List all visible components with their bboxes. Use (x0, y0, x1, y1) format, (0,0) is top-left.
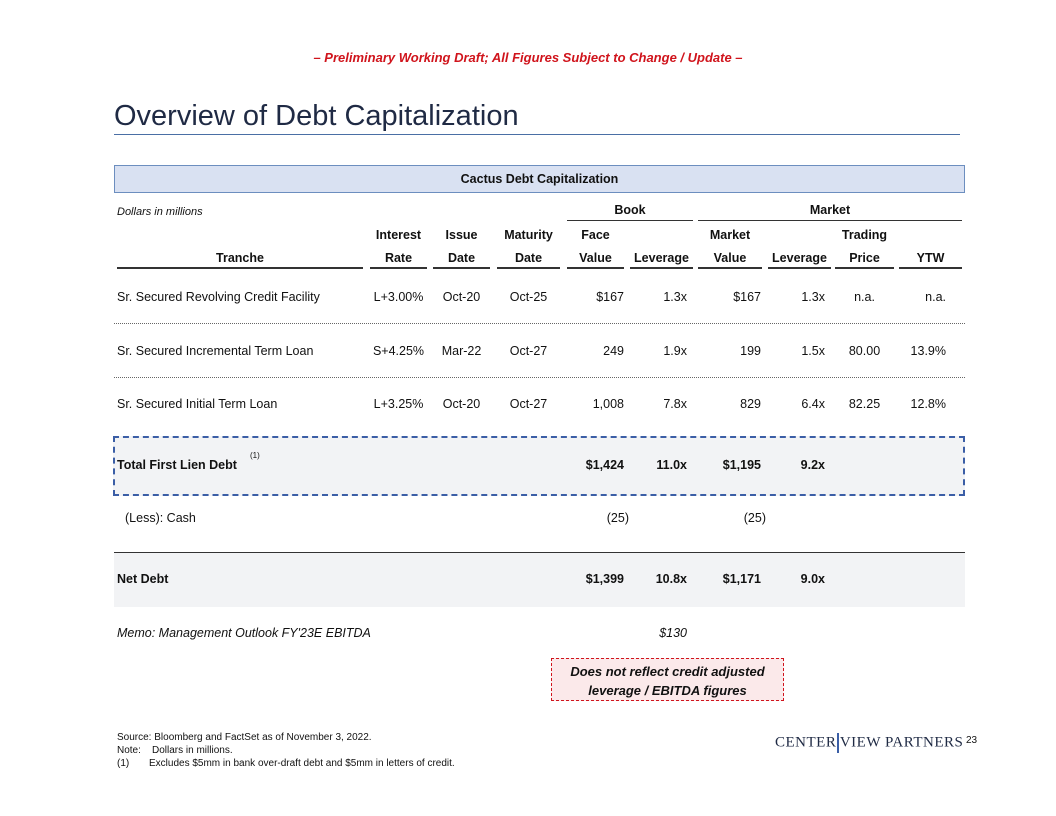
cell-tranche: Sr. Secured Incremental Term Loan (117, 344, 314, 358)
header-tranche: Tranche (216, 251, 264, 265)
cell-face: $167 (596, 290, 624, 304)
net-mkt-leverage: 9.0x (800, 572, 825, 586)
page-title: Overview of Debt Capitalization (114, 100, 519, 132)
header-rule (117, 267, 363, 269)
logo-text-right: VIEW PARTNERS (839, 734, 964, 751)
cell-issue: Mar-22 (441, 344, 482, 358)
cell-price: n.a. (854, 290, 875, 304)
header-rule (370, 267, 427, 269)
memo-value: $130 (659, 626, 687, 640)
logo-divider (837, 733, 839, 753)
net-face: $1,399 (585, 572, 624, 586)
cell-ytw: n.a. (925, 290, 946, 304)
cell-tranche: Sr. Secured Revolving Credit Facility (117, 290, 320, 304)
cash-label: (Less): Cash (125, 511, 196, 525)
cell-maturity: Oct-25 (509, 290, 548, 304)
header-rule (835, 267, 894, 269)
header-rule (433, 267, 490, 269)
cell-mkt-leverage: 1.3x (801, 290, 825, 304)
cell-price: 82.25 (848, 397, 881, 411)
cell-book-leverage: 7.8x (663, 397, 687, 411)
note: Note: Dollars in millions. (117, 745, 233, 756)
header-issue-2: Date (447, 251, 476, 265)
cell-book-leverage: 1.9x (663, 344, 687, 358)
cell-maturity: Oct-27 (509, 344, 548, 358)
cell-book-leverage: 1.3x (663, 290, 687, 304)
header-ytw: YTW (916, 251, 945, 265)
cell-mkt-leverage: 6.4x (801, 397, 825, 411)
callout-line-2: leverage / EBITDA figures (588, 683, 747, 698)
cell-mkt-leverage: 1.5x (801, 344, 825, 358)
total-mkt-leverage: 9.2x (800, 458, 825, 472)
net-mkt-value: $1,171 (722, 572, 761, 586)
net-debt-label: Net Debt (117, 572, 169, 586)
cell-rate: S+4.25% (372, 344, 425, 358)
header-rule (768, 267, 831, 269)
header-price-1: Trading (841, 228, 888, 242)
group-header-market: Market (698, 203, 962, 221)
group-header-book: Book (567, 203, 693, 221)
memo-label: Memo: Management Outlook FY'23E EBITDA (117, 626, 371, 640)
header-face-1: Face (581, 228, 610, 242)
header-rule (698, 267, 762, 269)
cash-mkt-value: (25) (743, 511, 766, 525)
footnote-marker: (1) (250, 451, 260, 460)
total-face: $1,424 (585, 458, 624, 472)
header-maturity-2: Date (514, 251, 543, 265)
header-issue-1: Issue (445, 228, 478, 242)
net-book-leverage: 10.8x (655, 572, 687, 586)
table-banner: Cactus Debt Capitalization (114, 165, 965, 193)
cell-rate: L+3.00% (373, 290, 424, 304)
logo-text-left: CENTER (775, 734, 837, 751)
header-rate-1: Interest (375, 228, 422, 242)
source-note: Source: Bloomberg and FactSet as of Nove… (117, 732, 372, 743)
header-mktvalue-2: Value (713, 251, 747, 265)
cell-ytw: 12.8% (910, 397, 946, 411)
units-label: Dollars in millions (117, 206, 203, 218)
total-book-leverage: 11.0x (656, 458, 687, 472)
row-divider (114, 377, 965, 378)
footnote-1: Excludes $5mm in bank over-draft debt an… (149, 758, 455, 769)
cell-mkt-value: $167 (733, 290, 761, 304)
centerview-logo: CENTER VIEW PARTNERS (775, 733, 963, 753)
footnote-number: (1) (117, 758, 130, 769)
header-face-2: Value (579, 251, 612, 265)
page-number: 23 (966, 735, 978, 746)
cell-issue: Oct-20 (442, 397, 481, 411)
cell-price: 80.00 (848, 344, 881, 358)
cell-issue: Oct-20 (442, 290, 481, 304)
cell-ytw: 13.9% (910, 344, 946, 358)
header-rule (497, 267, 560, 269)
callout-line-1: Does not reflect credit adjusted (570, 664, 765, 679)
header-maturity-1: Maturity (504, 228, 553, 242)
cell-tranche: Sr. Secured Initial Term Loan (117, 397, 278, 411)
header-rule (567, 267, 624, 269)
total-label: Total First Lien Debt (117, 458, 237, 472)
cell-mkt-value: 199 (740, 344, 761, 358)
cell-maturity: Oct-27 (509, 397, 548, 411)
header-book-leverage: Leverage (634, 251, 689, 265)
cell-rate: L+3.25% (373, 397, 424, 411)
cell-mkt-value: 829 (740, 397, 761, 411)
total-first-lien-highlight (113, 436, 965, 496)
net-debt-band (114, 552, 965, 607)
cell-face: 1,008 (592, 397, 624, 411)
cash-face: (25) (606, 511, 629, 525)
callout-box: Does not reflect credit adjusted leverag… (551, 658, 784, 701)
header-price-2: Price (849, 251, 880, 265)
header-mktvalue-1: Market (709, 228, 751, 242)
cell-face: 249 (603, 344, 624, 358)
header-mkt-leverage: Leverage (772, 251, 827, 265)
total-mkt-value: $1,195 (722, 458, 761, 472)
draft-notice: – Preliminary Working Draft; All Figures… (313, 50, 743, 65)
header-rate-2: Rate (384, 251, 413, 265)
header-rule (630, 267, 693, 269)
title-divider (114, 134, 960, 135)
row-divider (114, 323, 965, 324)
header-rule (899, 267, 962, 269)
